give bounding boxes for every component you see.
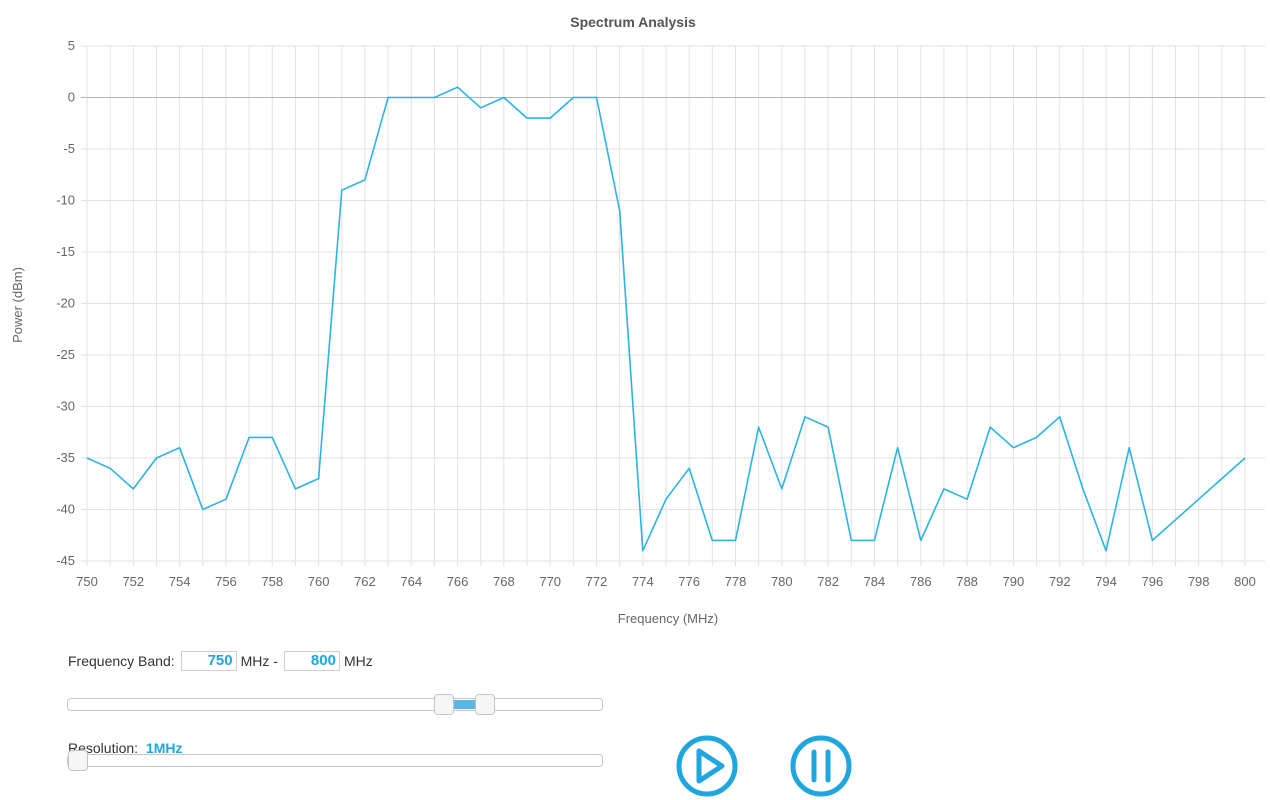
x-axis-label: Frequency (MHz) <box>618 611 718 626</box>
y-tick-label: -30 <box>56 399 75 414</box>
y-tick-label: -15 <box>56 244 75 259</box>
band-slider-handle-low[interactable] <box>434 694 455 715</box>
x-tick-label: 794 <box>1095 574 1117 589</box>
resolution-slider-handle[interactable] <box>68 750 88 771</box>
x-tick-label: 776 <box>678 574 700 589</box>
y-tick-label: -40 <box>56 502 75 517</box>
y-tick-label: -35 <box>56 450 75 465</box>
x-tick-label: 790 <box>1003 574 1025 589</box>
y-tick-label: -25 <box>56 347 75 362</box>
play-button[interactable] <box>675 734 739 798</box>
chart-title: Spectrum Analysis <box>570 14 696 30</box>
x-tick-label: 758 <box>261 574 283 589</box>
x-tick-label: 768 <box>493 574 515 589</box>
y-tick-label: -5 <box>63 141 75 156</box>
pause-circle-icon <box>790 735 852 797</box>
y-axis-ticks: 5 0 -5 -10 -15 -20 -25 -30 -35 -40 -45 <box>56 38 75 568</box>
y-tick-label: -20 <box>56 296 75 311</box>
band-end-input[interactable]: 800 <box>283 651 340 671</box>
frequency-band-slider[interactable] <box>67 694 603 715</box>
y-tick-label: 0 <box>68 90 75 105</box>
series-line <box>86 86 1246 552</box>
band-start-unit: MHz - <box>240 653 278 669</box>
y-tick-label: -10 <box>56 193 75 208</box>
x-tick-label: 764 <box>400 574 422 589</box>
x-tick-label: 792 <box>1049 574 1071 589</box>
y-axis-label: Power (dBm) <box>10 267 25 343</box>
x-tick-label: 770 <box>539 574 561 589</box>
x-tick-label: 778 <box>725 574 747 589</box>
x-tick-label: 780 <box>771 574 793 589</box>
y-tick-label: -45 <box>56 553 75 568</box>
band-slider-handle-high[interactable] <box>474 694 495 715</box>
x-tick-label: 750 <box>76 574 98 589</box>
frequency-band-label: Frequency Band: <box>68 653 175 669</box>
play-circle-icon <box>676 735 738 797</box>
band-end-unit: MHz <box>343 653 373 669</box>
x-tick-label: 774 <box>632 574 654 589</box>
resolution-value: 1MHz <box>145 740 183 756</box>
y-tick-label: 5 <box>68 38 75 53</box>
resolution-slider[interactable] <box>67 750 603 771</box>
spectrum-chart: Spectrum Analysis 5 0 -5 -10 -15 -20 -25 -30 -35… <box>10 14 1265 626</box>
x-tick-label: 800 <box>1234 574 1256 589</box>
x-tick-label: 752 <box>122 574 144 589</box>
x-tick-label: 798 <box>1188 574 1210 589</box>
x-tick-label: 786 <box>910 574 932 589</box>
chart-grid <box>81 45 1265 566</box>
band-slider-range <box>444 700 485 709</box>
frequency-band-row: Frequency Band: 750 MHz - 800 MHz <box>68 650 373 672</box>
band-start-input[interactable]: 750 <box>180 651 237 671</box>
x-tick-label: 766 <box>447 574 469 589</box>
x-tick-label: 772 <box>586 574 608 589</box>
x-tick-label: 784 <box>864 574 886 589</box>
x-tick-label: 762 <box>354 574 376 589</box>
x-axis-ticks: 750 752 754 756 758 760 762 764 766 768 770 772 774 7… <box>76 574 1256 589</box>
series-layer <box>86 86 1246 552</box>
x-tick-label: 788 <box>956 574 978 589</box>
x-tick-label: 756 <box>215 574 237 589</box>
x-tick-label: 760 <box>308 574 330 589</box>
x-tick-label: 782 <box>817 574 839 589</box>
pause-button[interactable] <box>789 734 853 798</box>
x-tick-label: 796 <box>1142 574 1164 589</box>
x-tick-label: 754 <box>169 574 191 589</box>
